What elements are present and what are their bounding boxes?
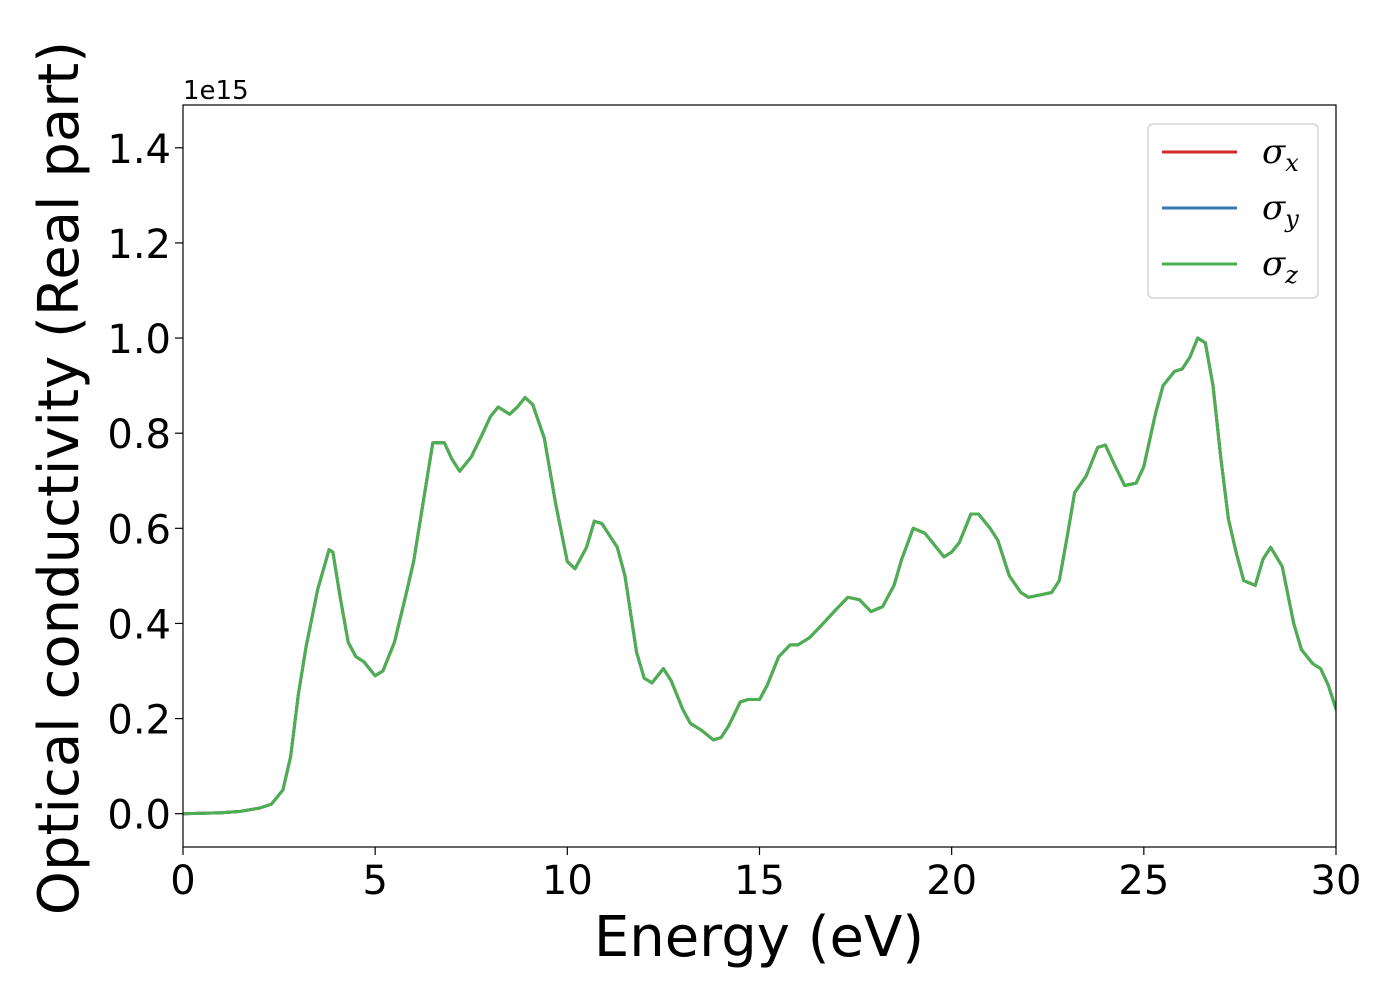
- x-tick-label: 10: [542, 858, 593, 904]
- y-axis-label: Optical conductivity (Real part): [27, 41, 92, 915]
- series-line-y: [183, 336, 1336, 816]
- y-tick-label: 1.0: [107, 317, 171, 363]
- legend-label-z: σz: [1262, 244, 1298, 289]
- x-tick-label: 5: [362, 858, 387, 904]
- x-axis-label: Energy (eV): [594, 905, 924, 970]
- legend-label-y: σy: [1262, 188, 1299, 233]
- y-tick-label: 1.4: [107, 127, 171, 173]
- series-layer: [183, 336, 1336, 816]
- legend: σx σy σz: [1147, 123, 1319, 299]
- x-tick-label: 0: [170, 858, 195, 904]
- x-axis-ticks: 0 5 10 15 20 25 30: [170, 847, 1361, 904]
- series-line-x: [183, 336, 1336, 816]
- y-tick-label: 0.4: [107, 602, 171, 648]
- y-tick-label: 0.6: [107, 507, 171, 553]
- legend-box: [1147, 123, 1319, 299]
- x-tick-label: 30: [1311, 858, 1362, 904]
- x-tick-label: 25: [1118, 858, 1169, 904]
- x-tick-label: 20: [926, 858, 977, 904]
- y-offset-label: 1e15: [183, 76, 249, 106]
- series-line-z: [183, 336, 1336, 816]
- y-tick-label: 0.2: [107, 698, 171, 744]
- x-tick-label: 15: [734, 858, 785, 904]
- y-tick-label: 0.0: [107, 793, 171, 839]
- legend-label-x: σx: [1262, 132, 1299, 177]
- y-tick-label: 0.8: [107, 412, 171, 458]
- y-tick-label: 1.2: [107, 222, 171, 268]
- y-axis-ticks: 0.0 0.2 0.4 0.6 0.8 1.0 1.2 1.4: [107, 127, 183, 839]
